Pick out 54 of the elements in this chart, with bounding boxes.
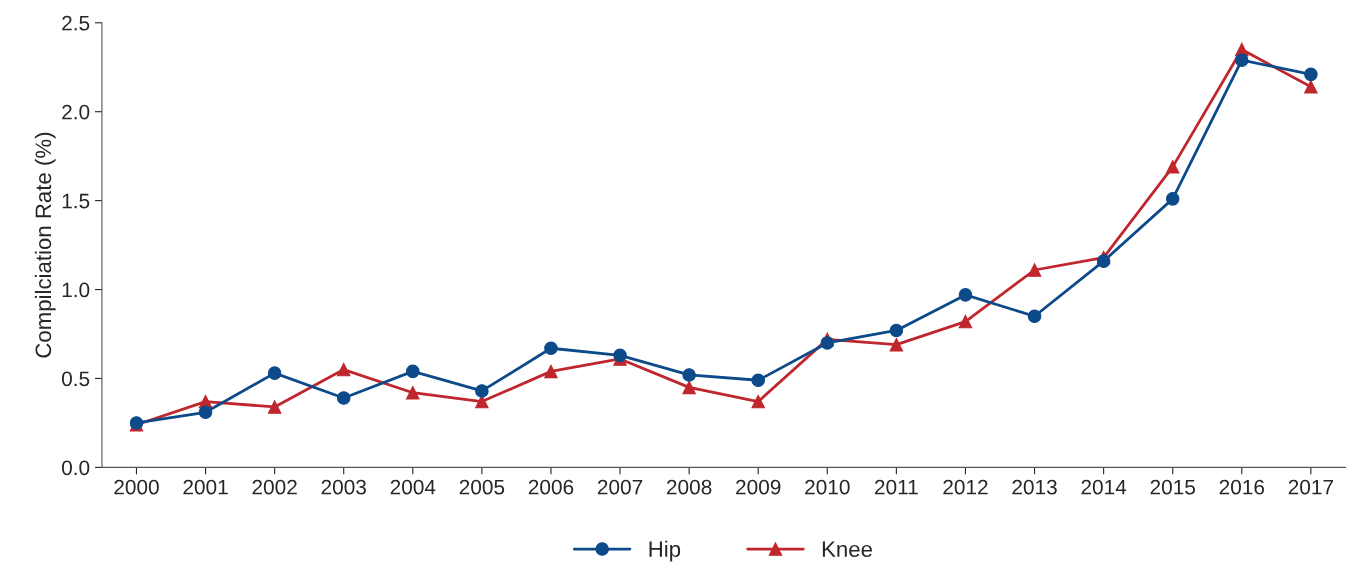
y-tick-label: 0.5 <box>61 371 90 387</box>
x-tick-label: 2013 <box>1012 479 1057 495</box>
point <box>682 368 696 382</box>
point <box>267 400 282 414</box>
point <box>1304 80 1318 94</box>
x-tick-label: 2017 <box>1288 479 1333 495</box>
y-tick-label: 0.0 <box>61 460 90 476</box>
x-tick-label: 2010 <box>805 479 850 495</box>
point <box>958 314 973 329</box>
x-tick-label: 2007 <box>597 479 643 495</box>
x-tick-label: 2003 <box>321 479 366 495</box>
point <box>889 337 904 352</box>
y-tick-label: 1.5 <box>62 193 90 209</box>
point <box>475 384 489 398</box>
x-tick-label: 2008 <box>667 479 712 495</box>
point <box>682 380 696 395</box>
point <box>1235 53 1249 67</box>
point <box>751 373 765 388</box>
legend-label: Hip <box>649 540 681 562</box>
x-tick-label: 2001 <box>183 479 228 495</box>
y-tick-label: 1.0 <box>62 282 90 298</box>
x-tick-label: 2000 <box>114 479 159 495</box>
x-tick-label: 2014 <box>1081 479 1127 495</box>
y-tick-label: 2.0 <box>62 104 90 120</box>
x-tick-label: 2006 <box>528 479 574 495</box>
y-tick-label: 2.5 <box>62 15 90 31</box>
point <box>820 336 835 350</box>
x-tick-label: 2009 <box>736 479 781 495</box>
point <box>198 405 213 420</box>
point <box>889 323 904 338</box>
point <box>1027 309 1042 324</box>
point <box>544 364 558 379</box>
point <box>1304 67 1318 82</box>
x-tick-label: 2016 <box>1219 479 1265 495</box>
x-tick-label: 2011 <box>875 479 918 495</box>
point <box>406 385 420 400</box>
point <box>1027 263 1042 277</box>
point <box>1165 160 1180 174</box>
y-axis-title: Compilciation Rate (%) <box>34 132 56 358</box>
point <box>336 362 351 377</box>
legend-label: Knee <box>822 541 872 558</box>
x-tick-label: 2015 <box>1150 479 1196 495</box>
x-tick-label: 2002 <box>252 479 297 495</box>
point <box>406 364 420 379</box>
point <box>1165 192 1180 206</box>
point <box>336 391 351 405</box>
x-tick-label: 2012 <box>943 479 988 495</box>
x-tick-label: 2005 <box>459 479 505 495</box>
x-tick-label: 2004 <box>390 479 436 495</box>
point <box>751 394 765 409</box>
point <box>958 288 973 302</box>
point <box>267 366 282 380</box>
point <box>1096 254 1111 268</box>
point <box>544 341 558 356</box>
